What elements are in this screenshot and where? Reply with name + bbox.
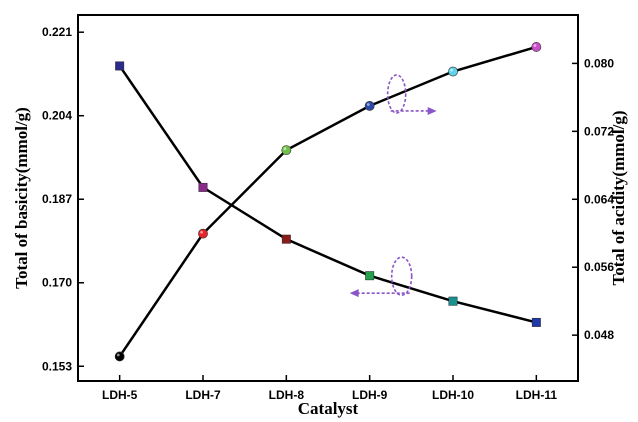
- labels-layer: Catalyst Total of basicity(mmol/g) Total…: [12, 107, 628, 418]
- basicity-point: [198, 228, 208, 239]
- right-y-tick-label: 0.048: [584, 328, 614, 342]
- x-tick-label: LDH-11: [516, 388, 558, 402]
- left-y-tick-label: 0.187: [42, 192, 72, 206]
- arrow-right-icon: [427, 106, 437, 115]
- x-tick-label: LDH-8: [269, 388, 305, 402]
- acidity-point: [281, 234, 291, 244]
- annotation-layer: [349, 74, 437, 298]
- x-axis-title: Catalyst: [298, 399, 359, 418]
- ticks-layer: LDH-5 LDH-7 LDH-8 LDH-9 LDH-10 LDH-11 0.153 0.1…: [42, 25, 614, 402]
- plot-frame: [77, 14, 579, 382]
- right-y-tick-label: 0.056: [584, 260, 614, 274]
- series-layer: [114, 42, 542, 362]
- left-y-tick-label: 0.221: [42, 25, 72, 39]
- left-y-tick-label: 0.170: [42, 276, 72, 290]
- point-highlight: [450, 68, 453, 72]
- right-y-tick-label: 0.072: [584, 124, 614, 138]
- point-highlight: [116, 353, 120, 357]
- basicity-point: [448, 66, 458, 77]
- right-y-tick-label: 0.064: [584, 192, 614, 206]
- acidity-point: [448, 296, 458, 306]
- acidity-point: [115, 61, 125, 71]
- basicity-point: [531, 42, 542, 52]
- point-highlight: [533, 44, 537, 47]
- x-tick-label: LDH-5: [102, 388, 138, 402]
- arrow-left-icon: [349, 289, 359, 298]
- acidity-series-line: [118, 65, 537, 324]
- right-y-axis-title: Total of acidity(mmol/g): [609, 110, 628, 285]
- basicity-point: [364, 100, 375, 111]
- dashed-loop-annotation: [390, 256, 413, 296]
- x-tick-label: LDH-10: [432, 388, 474, 402]
- x-tick-label: LDH-9: [352, 388, 388, 402]
- basicity-series-line: [118, 45, 537, 358]
- x-tick-label: LDH-7: [185, 388, 221, 402]
- point-highlight: [283, 147, 287, 151]
- basicity-point: [114, 351, 125, 362]
- acidity-point: [531, 317, 541, 327]
- left-y-tick-label: 0.204: [42, 109, 72, 123]
- left-y-tick-label: 0.153: [42, 359, 72, 373]
- acidity-point: [365, 271, 375, 281]
- basicity-point: [281, 145, 292, 156]
- dashed-loop-annotation: [386, 74, 407, 114]
- acidity-point: [198, 182, 208, 192]
- left-y-axis-title: Total of basicity(mmol/g): [12, 107, 31, 289]
- point-highlight: [366, 103, 370, 106]
- right-y-tick-label: 0.080: [584, 56, 614, 70]
- point-highlight: [200, 230, 204, 234]
